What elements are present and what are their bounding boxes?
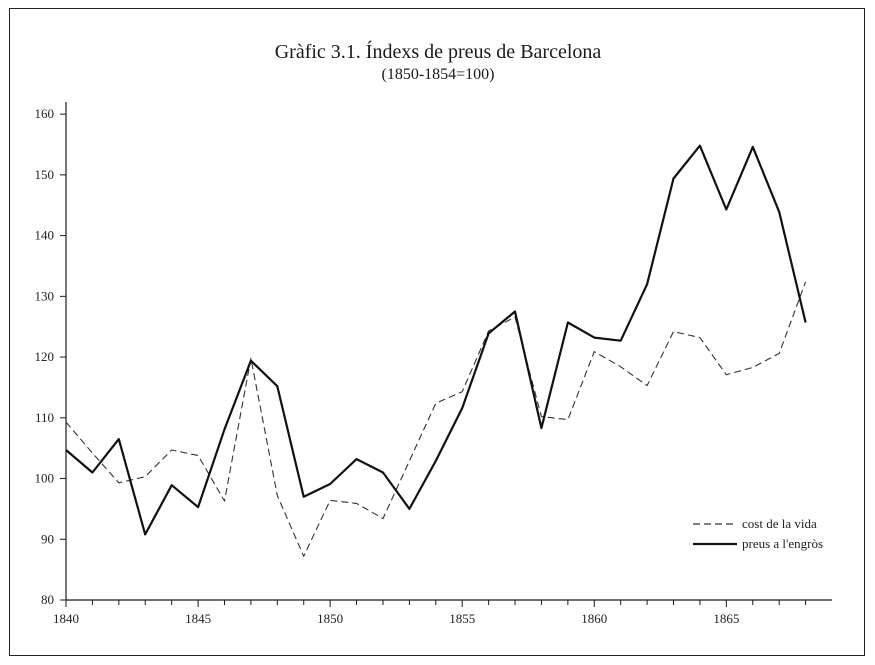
x-tick-label: 1855 (449, 611, 475, 626)
x-tick-label: 1840 (53, 611, 79, 626)
x-tick-label: 1845 (185, 611, 211, 626)
series-line-cost-de-la-vida (65, 281, 807, 557)
y-tick-label: 100 (35, 471, 55, 486)
y-ticks: 80 90 100 110 120 130 140 150 160 (35, 106, 66, 607)
series-line-preus-a-lengros (65, 144, 807, 536)
x-tick-label: 1860 (581, 611, 607, 626)
x-tick-label: 1865 (713, 611, 739, 626)
legend: cost de la vida preus a l'engròs (693, 516, 823, 551)
y-tick-label: 90 (41, 531, 54, 546)
y-tick-label: 80 (41, 592, 54, 607)
y-tick-label: 110 (35, 410, 54, 425)
y-tick-label: 140 (35, 228, 55, 243)
y-tick-label: 130 (35, 288, 55, 303)
legend-label-cost-de-la-vida: cost de la vida (742, 516, 817, 531)
chart-title: Gràfic 3.1. Índexs de preus de Barcelona (275, 40, 602, 63)
y-tick-label: 160 (35, 106, 55, 121)
x-ticks: 1840 1845 1850 1855 1860 1865 (53, 600, 807, 626)
series-group (65, 144, 807, 557)
y-tick-label: 120 (35, 349, 55, 364)
chart-subtitle: (1850-1854=100) (381, 66, 494, 83)
legend-label-preus-a-lengros: preus a l'engròs (742, 536, 823, 551)
y-tick-label: 150 (35, 167, 55, 182)
x-tick-label: 1850 (317, 611, 343, 626)
chart-frame (9, 8, 865, 656)
